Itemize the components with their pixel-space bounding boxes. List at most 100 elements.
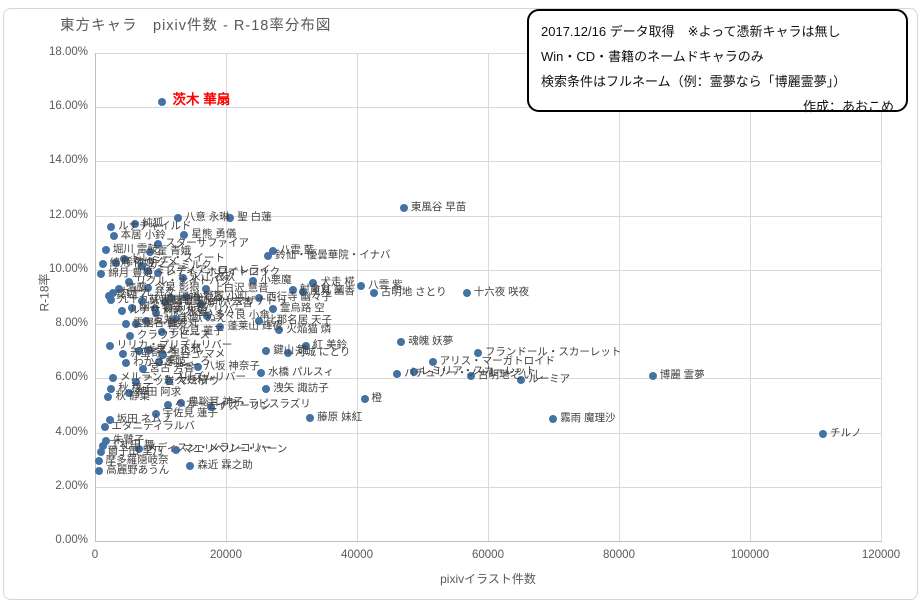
data-point-label: 坂田 ネムノ <box>116 413 173 426</box>
data-point-label: 森近 霖之助 <box>197 459 253 472</box>
data-point <box>97 269 106 278</box>
x-tick-label: 40000 <box>341 549 373 561</box>
data-point <box>135 444 144 453</box>
data-point-label: 九十九 弁々 <box>120 285 176 298</box>
data-point <box>119 255 128 264</box>
data-point <box>107 295 116 304</box>
data-point <box>135 347 144 356</box>
info-line-3: 検索条件はフルネーム（例：霊夢なら「博麗霊夢」） <box>541 74 847 89</box>
data-point-label: 本居 小鈴 <box>120 229 166 241</box>
data-point-label: 霊烏路 空 <box>279 302 325 315</box>
data-point <box>268 305 277 314</box>
data-point-label: サニーミルク <box>148 258 212 271</box>
data-point <box>152 309 161 318</box>
data-point-label: 宇佐見 蓮子 <box>162 406 219 419</box>
data-point-label: 藤原 妹紅 <box>317 410 363 423</box>
data-point <box>202 284 211 293</box>
data-point <box>154 240 163 249</box>
data-point <box>819 429 828 438</box>
data-point <box>98 260 107 269</box>
data-point-label: 古明地 こいし <box>477 368 544 381</box>
data-point-label: 四季映姫・ヤマザナドゥ <box>171 295 288 308</box>
data-point-label: 水橋 パルスィ <box>268 365 334 378</box>
data-point-label: メルラン・プリズムリバー <box>120 371 247 384</box>
data-point-label: 清蘭 <box>125 281 147 294</box>
data-point <box>167 294 176 303</box>
data-point <box>137 297 146 306</box>
data-point <box>180 230 189 239</box>
data-point-label: 八坂 神奈子 <box>204 360 260 373</box>
data-point <box>105 291 114 300</box>
data-point <box>141 317 150 326</box>
data-point-label: 幽谷 響子 <box>139 300 184 313</box>
data-point <box>393 370 402 379</box>
data-point-label: ミスティア・ローレライ <box>155 264 271 277</box>
data-point <box>466 371 475 380</box>
data-point-label: ドレミー・スイート <box>130 252 226 265</box>
y-tick-label: 2.00% <box>55 479 88 492</box>
data-point <box>177 398 186 407</box>
data-point <box>283 348 292 357</box>
data-point-label: 因幡 てゐ <box>178 291 224 304</box>
data-point-label: フランドール・スカーレット <box>484 345 622 358</box>
data-point-label: 星熊 勇儀 <box>191 227 237 240</box>
data-point-label: 二ッ岩 マミゾウ <box>142 375 220 388</box>
data-point-label: リリカ・プリズムリバー <box>116 338 233 351</box>
data-point-label: 風見 幽香 <box>309 284 355 297</box>
gridline-horizontal <box>96 432 882 434</box>
data-point <box>369 288 378 297</box>
data-point <box>118 306 127 315</box>
data-point-label: レミリア・スカーレット <box>420 364 537 377</box>
data-point-label: 八意 永琳 <box>184 211 230 224</box>
data-point <box>301 341 310 350</box>
data-point <box>126 332 135 341</box>
y-tick-label: 8.00% <box>55 317 88 330</box>
data-point-label: 紅 美鈴 <box>312 338 348 351</box>
data-point <box>96 447 105 456</box>
data-point-label: 爾子田 里乃 <box>107 444 163 457</box>
data-point-label: 丁礼田 舞 <box>109 439 155 452</box>
data-point-label: 堀川 雷鼓 <box>112 242 158 255</box>
data-point-label: 秋 静葉 <box>115 390 150 403</box>
gridline-vertical <box>488 53 489 541</box>
data-point-label: 上白沢 慧音 <box>213 281 269 294</box>
data-point <box>196 299 205 308</box>
data-point <box>154 268 163 277</box>
data-point <box>517 375 526 384</box>
gridline-vertical <box>357 53 358 541</box>
x-tick-label: 80000 <box>603 549 635 561</box>
data-point <box>157 328 166 337</box>
x-tick-label: 120000 <box>861 549 901 561</box>
gridline-horizontal <box>96 324 882 326</box>
data-point <box>165 377 174 386</box>
data-point-label: 洩矢 諏訪子 <box>273 382 329 395</box>
data-point-label: ルナチャイルド <box>118 219 192 232</box>
info-box: 2017.12/16 データ取得 ※よって憑新キャラは無し Win・CD・書籍の… <box>527 9 908 114</box>
data-point <box>107 385 116 394</box>
data-point-label: 十六夜 咲夜 <box>473 285 530 298</box>
data-point <box>98 442 107 451</box>
y-tick-label: 0.00% <box>55 534 88 546</box>
data-point-label: 稗田 阿求 <box>136 386 182 399</box>
data-point-label: 蘇我 屠自古 <box>148 294 205 307</box>
data-point-label: 封獣 ぬえ <box>181 311 227 324</box>
data-point <box>207 402 216 411</box>
data-point-label: 東風谷 早苗 <box>410 200 467 213</box>
data-point-label: 西行寺 幽々子 <box>266 291 333 304</box>
data-point <box>397 337 406 346</box>
data-point <box>203 311 212 320</box>
data-point <box>131 219 140 228</box>
data-point-label: 多々良 小傘 <box>214 308 270 321</box>
gridline-horizontal <box>96 107 882 109</box>
data-point-label: 博麗 霊夢 <box>659 368 705 381</box>
data-point <box>124 278 133 287</box>
data-point-label: 寅丸 星 <box>152 314 188 327</box>
data-point <box>164 401 173 410</box>
data-point <box>171 446 180 455</box>
y-tick-label: 6.00% <box>55 371 88 384</box>
data-point-label: 鬼人 正邪 <box>156 342 201 355</box>
data-point <box>107 222 116 231</box>
data-point-label: 今泉 影狼 <box>154 280 200 293</box>
data-point-label: スターサファイア <box>165 237 250 250</box>
